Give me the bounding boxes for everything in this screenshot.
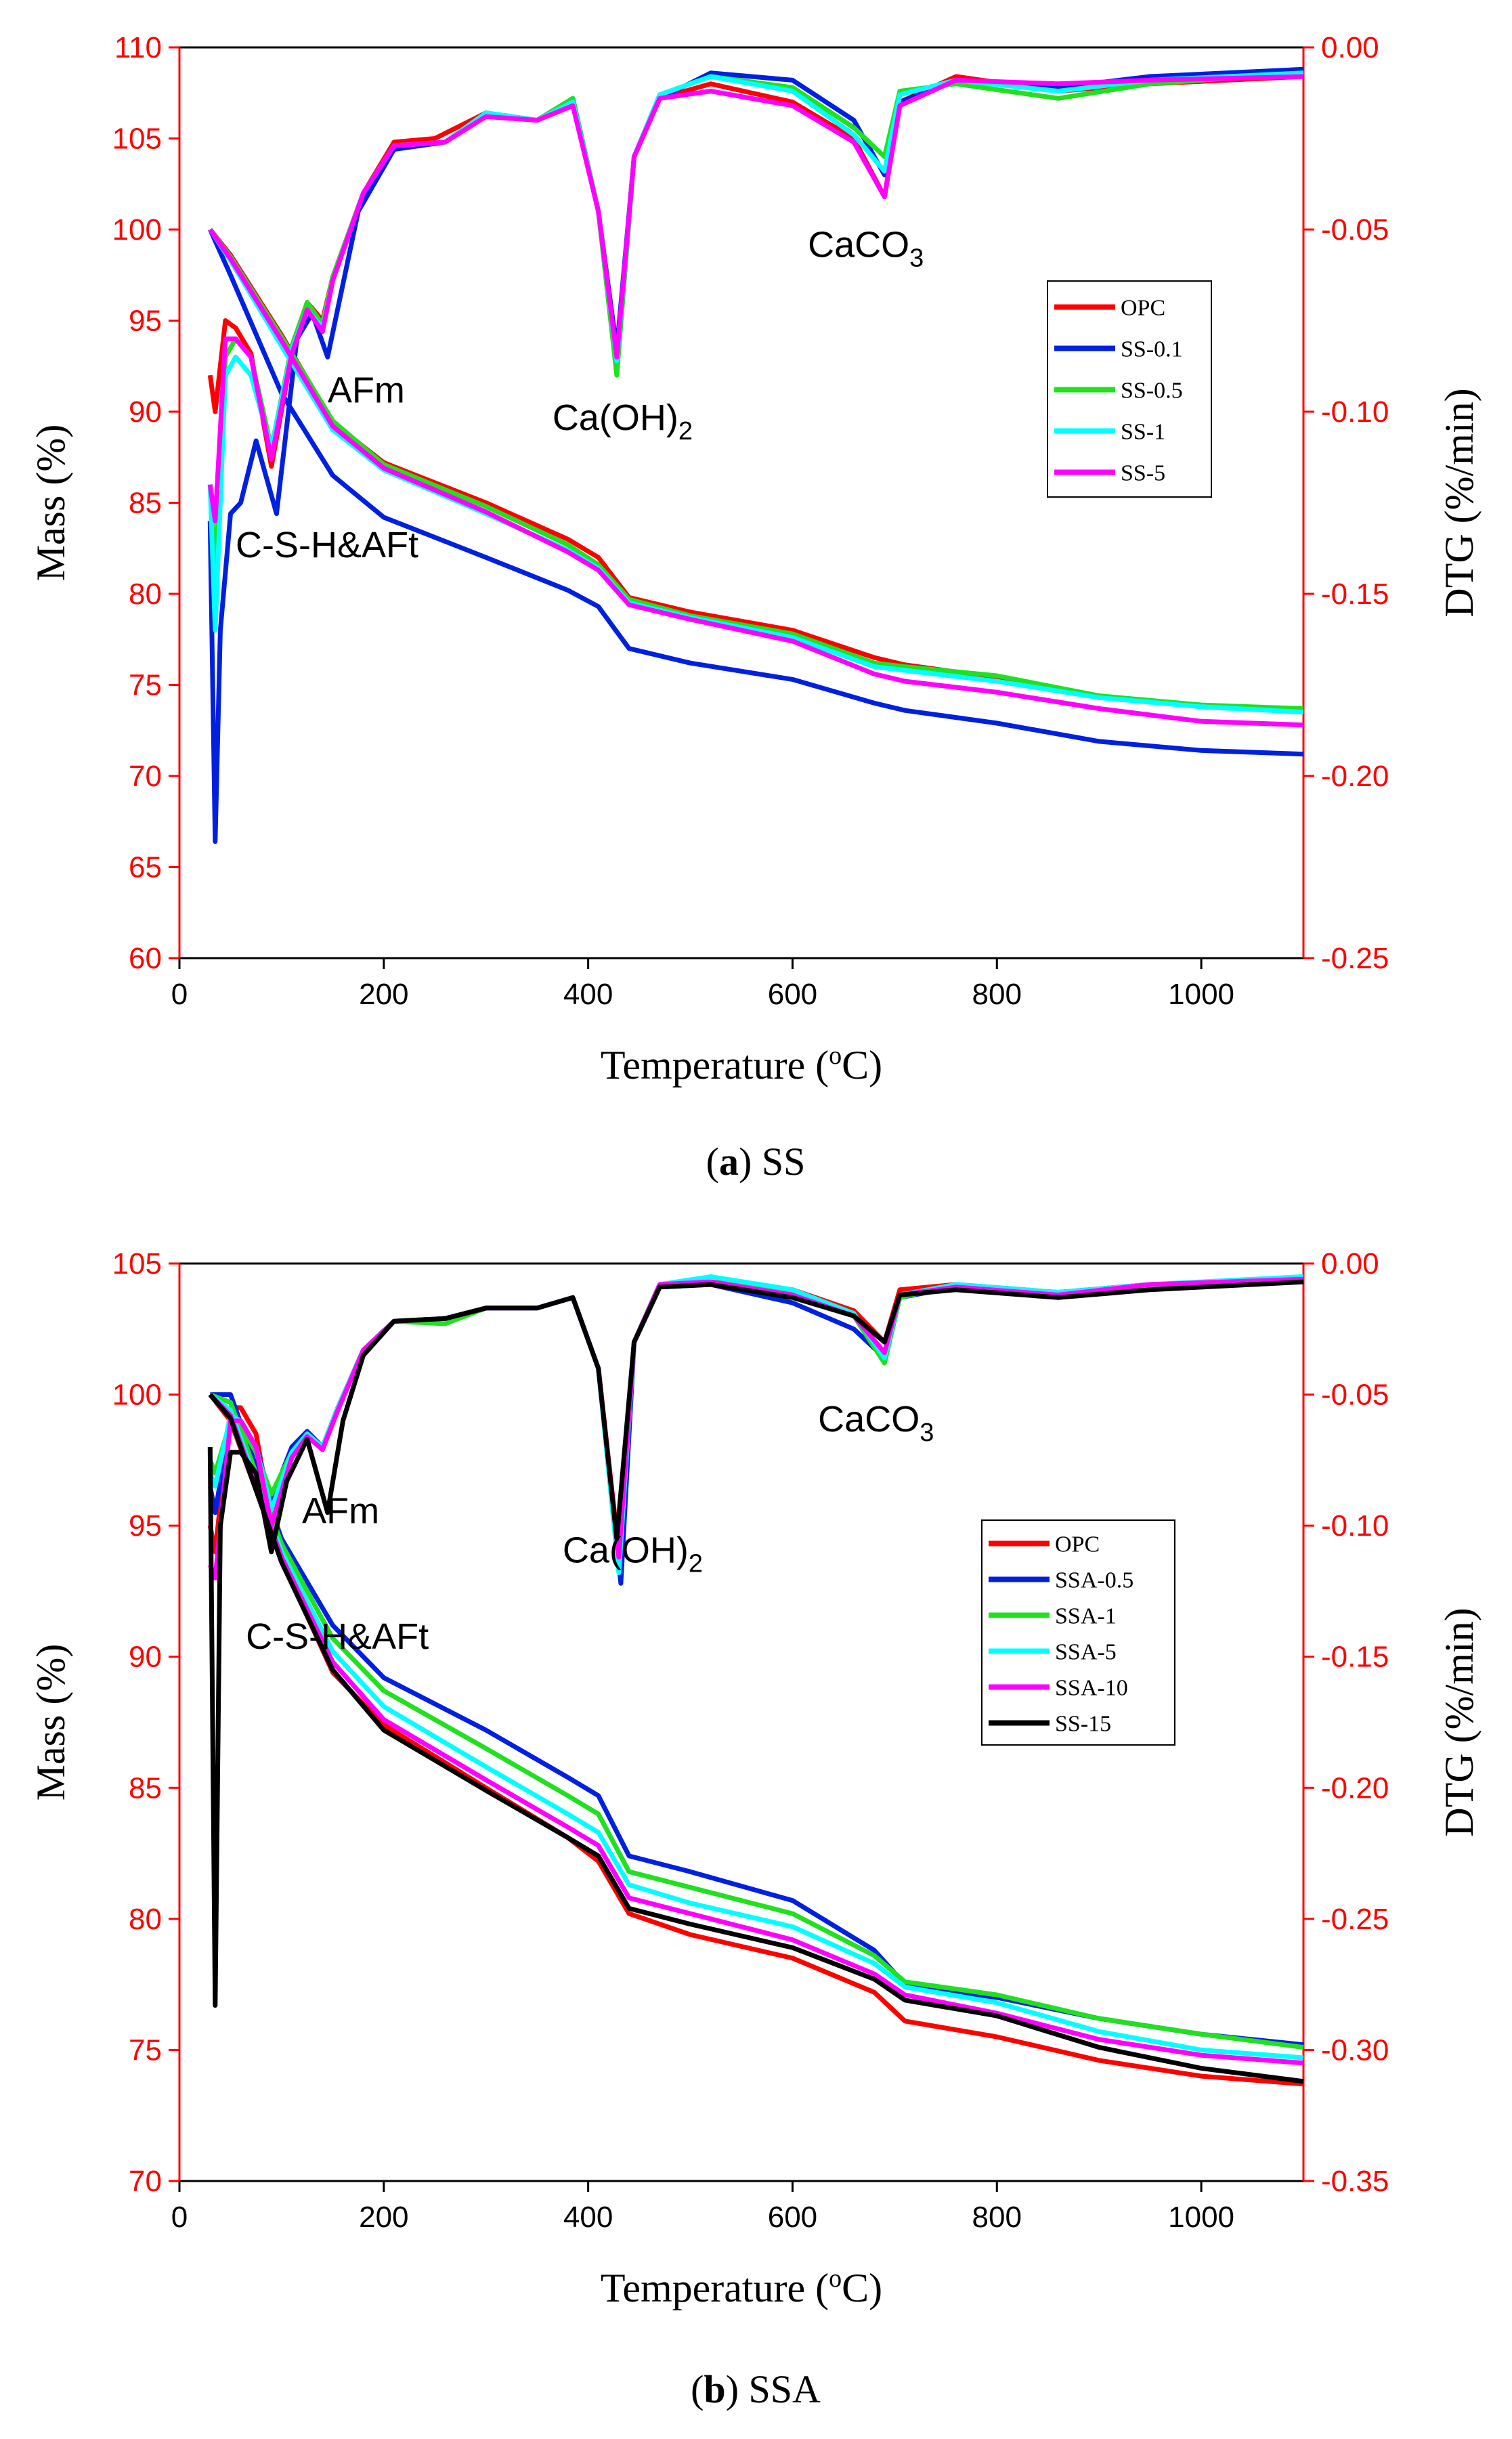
annotation-label: CaCO3​ [818,1399,934,1447]
annotation-label: C-S-H&AFt [236,525,418,565]
y-right-axis-label: DTG (%/min) [1437,388,1482,617]
y-left-tick-label: 105 [112,123,162,156]
legend-label: OPC [1121,296,1165,321]
legend-label: SS-0.5 [1121,379,1183,404]
x-tick-label: 400 [563,2201,613,2234]
y-left-tick-label: 65 [129,851,162,884]
legend-label: SSA-5 [1055,1640,1117,1665]
annotation-label: Ca(OH)2​ [563,1530,703,1578]
x-axis-label: Temperature (oC) [601,2264,882,2310]
y-right-tick-label: -0.15 [1321,578,1389,611]
y-left-tick-label: 90 [129,1641,162,1674]
y-right-tick-label: -0.15 [1321,1641,1389,1674]
y-right-tick-label: -0.10 [1321,395,1389,429]
legend: OPC SS-0.1 SS-0.5 SS-1 SS-5 [1047,280,1212,498]
x-tick-label: 600 [768,2201,817,2234]
y-right-axis-label: DTG (%/min) [1437,1607,1482,1836]
y-left-axis-label: Mass (%) [28,425,73,582]
legend-box [981,1519,1175,1746]
y-right-tick-label: -0.20 [1321,1771,1389,1805]
y-right-tick-label: -0.05 [1321,1379,1389,1412]
y-left-tick-label: 60 [129,942,162,975]
y-left-tick-label: 80 [129,578,162,611]
legend-label: SSA-0.5 [1055,1568,1133,1593]
y-left-tick-label: 75 [129,669,162,702]
mass-curve-ssa-10 [208,1393,1304,2066]
annotation-label: C-S-H&AFt [246,1616,429,1657]
y-right-tick-label: -0.35 [1321,2165,1389,2198]
x-axis-label: Temperature (oC) [601,1041,882,1087]
y-right-tick-label: -0.10 [1321,1509,1389,1542]
y-left-tick-label: 90 [129,395,162,429]
legend-label: SSA-10 [1055,1676,1128,1701]
y-left-tick-label: 100 [112,1379,162,1412]
y-right-tick-label: -0.25 [1321,1903,1389,1936]
legend-label: SS-15 [1055,1712,1111,1737]
mass-curve-ss-5 [208,228,1304,728]
mass-curve-ssa-1 [209,1392,1304,2050]
series-curves [207,1274,1304,2087]
mass-curve-ss-0.5 [208,228,1304,711]
y-left-tick-label: 95 [129,1509,162,1542]
x-tick-label: 400 [563,978,613,1011]
mass-curve-ss-15 [208,1393,1304,2084]
panel-a: 0 200 400 600 800 1000 60 65 70 75 80 85 90 95 100 105 1… [28,31,1482,1184]
dtg-curve-ss-15 [207,1279,1304,2008]
panel-caption: (a) SS [706,1140,806,1184]
series-curves [207,66,1304,844]
legend-label: SS-5 [1121,461,1165,486]
x-tick-label: 600 [768,978,817,1011]
legend-label: SS-1 [1121,420,1165,445]
y-left-axis-label: Mass (%) [28,1644,73,1801]
x-tick-label: 0 [171,978,188,1011]
panel-b: 0 200 400 600 800 1000 70 75 80 85 90 95 100 105 0.00 -… [28,1247,1482,2411]
mass-curve-ss-0.1 [208,228,1304,757]
x-tick-label: 0 [171,2201,188,2234]
mass-curve-ssa-5 [209,1392,1304,2060]
annotation-label: AFm [328,370,405,411]
x-tick-label: 200 [359,2201,408,2234]
x-tick-label: 200 [359,978,408,1011]
y-left-tick-label: 105 [112,1247,162,1280]
x-tick-label: 1000 [1168,2201,1234,2234]
y-right-tick-label: -0.20 [1321,760,1389,793]
annotation-label: Ca(OH)2​ [553,397,693,446]
annotation-label: CaCO3​ [808,224,924,272]
y-left-tick-label: 85 [129,487,162,520]
annotation-label: AFm [302,1490,379,1531]
y-left-tick-label: 85 [129,1771,162,1805]
panel-caption: (b) SSA [691,2367,821,2411]
y-left-tick-label: 70 [129,760,162,793]
y-left-tick-label: 70 [129,2165,162,2198]
y-right-tick-label: 0.00 [1321,31,1379,64]
y-right-tick-label: -0.25 [1321,942,1389,975]
dtg-curve-ss-5 [207,74,1304,523]
x-tick-label: 800 [972,978,1022,1011]
legend: OPC SSA-0.5 SSA-1 SSA-5 SSA-10 SS-15 [981,1519,1175,1746]
y-left-tick-label: 110 [114,31,162,64]
x-tick-label: 1000 [1168,978,1234,1011]
y-left-tick-label: 75 [129,2033,162,2067]
legend-label: SSA-1 [1055,1604,1117,1629]
x-tick-label: 800 [972,2201,1022,2234]
y-left-tick-label: 95 [129,305,162,338]
legend-label: SS-0.1 [1121,337,1183,362]
y-right-tick-label: -0.05 [1321,213,1389,246]
y-right-tick-label: -0.30 [1321,2033,1389,2067]
y-left-tick-label: 100 [112,213,162,246]
y-left-tick-label: 80 [129,1903,162,1936]
legend-label: OPC [1055,1532,1100,1557]
y-right-tick-label: 0.00 [1321,1247,1379,1280]
